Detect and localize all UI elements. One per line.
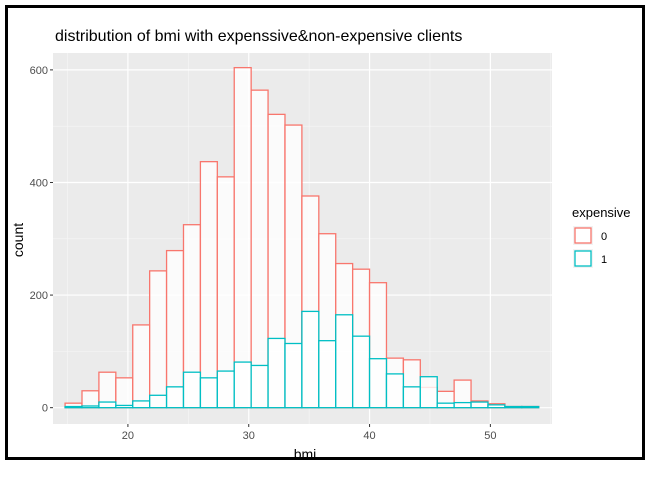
- series-1-bar: [267, 337, 286, 409]
- series-1-bar: [199, 377, 218, 409]
- legend-label-1: 1: [601, 254, 607, 266]
- x-axis-label: bmi: [294, 446, 317, 462]
- series-1-bar: [487, 404, 506, 409]
- legend-label-0: 0: [601, 231, 607, 243]
- series-0-bar: [199, 161, 218, 409]
- series-1-bar: [318, 340, 337, 409]
- series-0-bar: [81, 390, 100, 409]
- series-1-bar: [81, 405, 100, 409]
- series-1-bar: [453, 401, 472, 409]
- series-0-bar: [250, 89, 269, 409]
- series-0-bar: [165, 249, 185, 409]
- series-1-bar: [165, 386, 185, 409]
- y-tick-label: 200: [30, 290, 48, 302]
- series-1-bar: [504, 405, 523, 409]
- y-axis-label: count: [10, 223, 26, 257]
- y-tick-label: 600: [30, 65, 48, 77]
- series-1-bar: [98, 401, 117, 409]
- series-1-bar: [250, 364, 269, 409]
- series-1-bar: [149, 394, 168, 409]
- series-1-bar: [351, 335, 371, 409]
- series-0-bar: [149, 270, 168, 409]
- series-1-bar: [368, 358, 388, 409]
- series-1-bar: [419, 376, 438, 409]
- y-axis: 0 200 400 600: [30, 65, 53, 415]
- x-tick-label: 50: [484, 430, 496, 442]
- y-tick-label: 400: [30, 177, 48, 189]
- chart-title: distribution of bmi with expenssive&non-…: [55, 28, 462, 45]
- series-1-bar: [115, 404, 134, 409]
- series-1-bar: [216, 370, 235, 409]
- x-axis: 20 30 40 50: [122, 424, 497, 442]
- series-1-bar: [132, 400, 151, 409]
- legend-key-0-swatch: [574, 227, 592, 244]
- y-tick-label: 0: [42, 403, 48, 415]
- legend-key-1-swatch: [574, 250, 592, 267]
- series-0-bar: [132, 324, 151, 409]
- series-1-bar: [402, 386, 421, 409]
- series-1-bar: [385, 373, 405, 409]
- series-0-bar: [233, 66, 252, 409]
- series-0-bar: [115, 377, 134, 409]
- series-1-bar: [436, 402, 455, 409]
- series-1-bar: [233, 361, 252, 409]
- x-tick-label: 30: [243, 430, 255, 442]
- series-1-bar: [470, 401, 489, 409]
- series-1-bar: [521, 405, 540, 409]
- series-1-bar: [335, 314, 354, 409]
- x-tick-label: 40: [363, 430, 375, 442]
- series-1-bars: [64, 310, 540, 409]
- series-1-bar: [284, 342, 303, 409]
- series-1-bar: [64, 405, 83, 409]
- legend-title: expensive: [572, 205, 631, 220]
- legend: expensive 0 1: [572, 205, 631, 268]
- series-1-bar: [182, 371, 202, 409]
- x-tick-label: 20: [122, 430, 134, 442]
- series-1-bar: [301, 310, 320, 409]
